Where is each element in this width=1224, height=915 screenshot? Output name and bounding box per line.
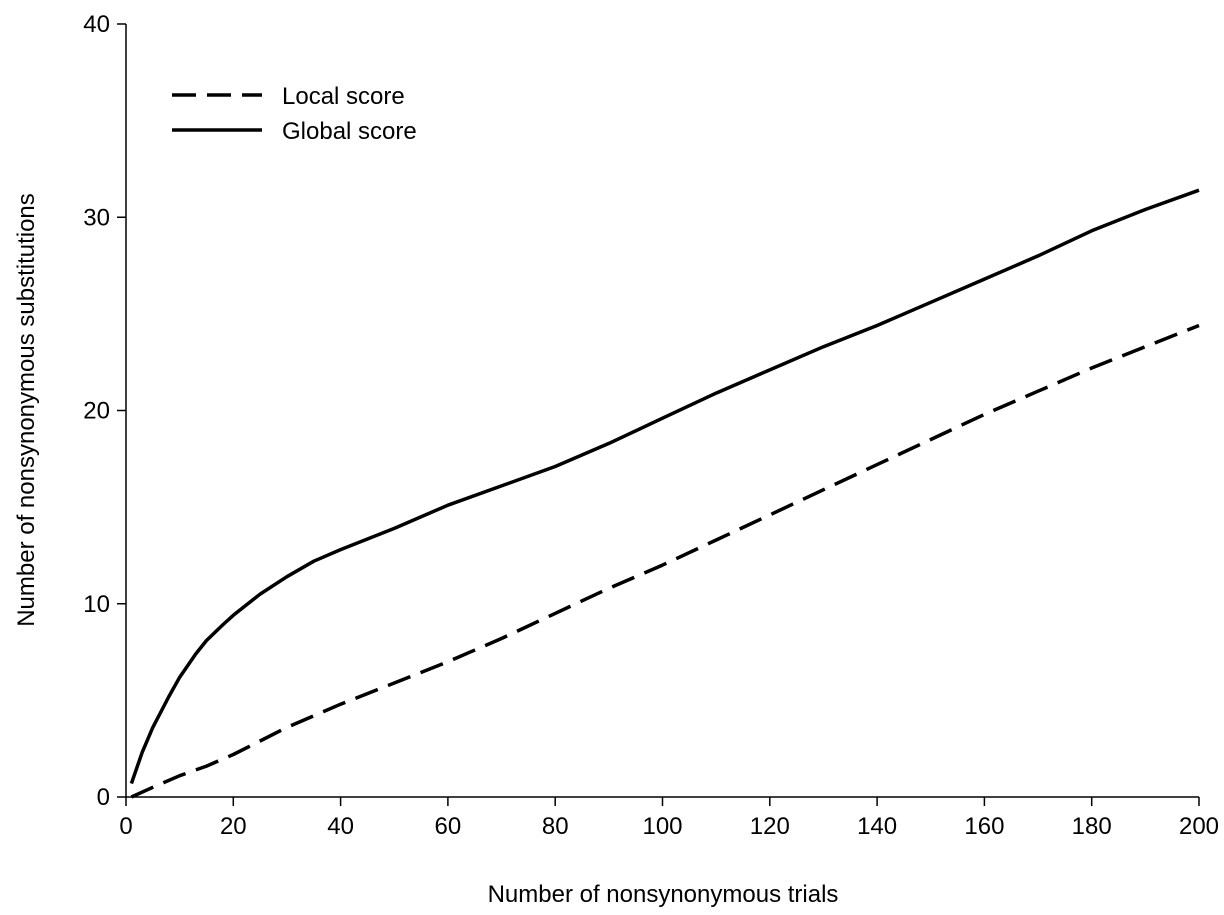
series-line-global-score xyxy=(129,188,1200,785)
x-tick-label: 20 xyxy=(220,813,247,840)
y-tick-label: 40 xyxy=(83,11,110,38)
x-tick-label: 160 xyxy=(964,813,1004,840)
x-axis-title: Number of nonsynonymous trials xyxy=(488,881,839,908)
x-tick-label: 40 xyxy=(327,813,354,840)
y-axis-title: Number of nonsynonymous substitutions xyxy=(13,193,40,627)
series-group xyxy=(129,188,1200,799)
legend-label-local-score: Local score xyxy=(282,83,405,110)
legend: Local score Global score xyxy=(172,83,417,145)
y-tick-label: 20 xyxy=(83,398,110,425)
x-tick-label: 120 xyxy=(750,813,790,840)
y-tick-label: 0 xyxy=(97,784,110,811)
legend-label-global-score: Global score xyxy=(282,118,417,145)
x-tick-label: 80 xyxy=(542,813,569,840)
x-tick-label: 200 xyxy=(1179,813,1219,840)
x-tick-label: 100 xyxy=(642,813,682,840)
series-line-local-score xyxy=(130,323,1200,799)
y-tick-label: 30 xyxy=(83,204,110,231)
x-tick-label: 180 xyxy=(1072,813,1112,840)
y-tick-label: 10 xyxy=(83,591,110,618)
x-tick-label: 140 xyxy=(857,813,897,840)
plot-area: 0 20 40 60 80 100 120 140 160 180 200 0 10 20 30 40 xyxy=(83,11,1219,840)
x-tick-label: 60 xyxy=(435,813,462,840)
x-tick-label: 0 xyxy=(119,813,132,840)
